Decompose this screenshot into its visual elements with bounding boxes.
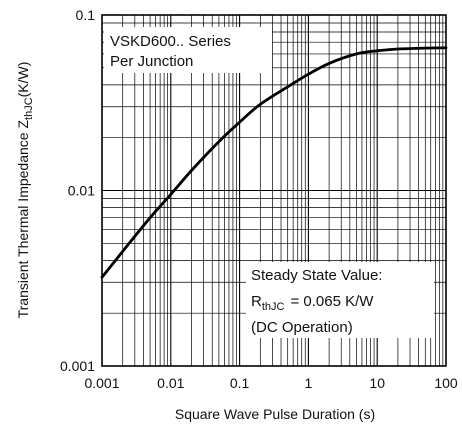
r-value: = 0.065 K/W (290, 293, 374, 310)
r-subscript: thJC (262, 301, 285, 313)
y-tick-label: 0.1 (76, 7, 96, 23)
x-axis-title: Square Wave Pulse Duration (s) (175, 406, 375, 422)
steady-state-line3: (DC Operation) (251, 319, 353, 336)
steady-state-line1: Steady State Value: (251, 267, 382, 284)
series-note-line1: VSKD600.. Series (110, 33, 231, 50)
y-axis-title-sub: thJC (23, 97, 35, 120)
impedance-curve (100, 46, 448, 279)
x-tick-label: 1 (305, 375, 313, 391)
series-note-box (104, 27, 272, 73)
x-tick-label: 0.1 (230, 375, 250, 391)
y-tick-label: 0.01 (68, 183, 95, 199)
x-tick-label: 100 (434, 375, 458, 391)
r-symbol: R (251, 293, 262, 310)
y-tick-label: 0.001 (60, 358, 95, 374)
y-axis-ticks: 0.001 0.01 0.1 (60, 7, 95, 374)
x-tick-label: 0.001 (84, 375, 119, 391)
x-tick-label: 10 (369, 375, 385, 391)
steady-state-line2: RthJC = 0.065 K/W (251, 293, 374, 313)
x-axis-ticks: 0.001 0.01 0.1 1 10 100 (84, 375, 457, 391)
series-note-line2: Per Junction (110, 53, 193, 70)
x-tick-label: 0.01 (157, 375, 184, 391)
y-axis-title: Transient Thermal Impedance ZthJC(K/W) (15, 62, 35, 319)
y-axis-title-main: Transient Thermal Impedance Z (15, 120, 31, 319)
steady-state-box (246, 262, 434, 338)
y-axis-title-unit: (K/W) (15, 62, 31, 98)
plot-frame (101, 14, 447, 367)
